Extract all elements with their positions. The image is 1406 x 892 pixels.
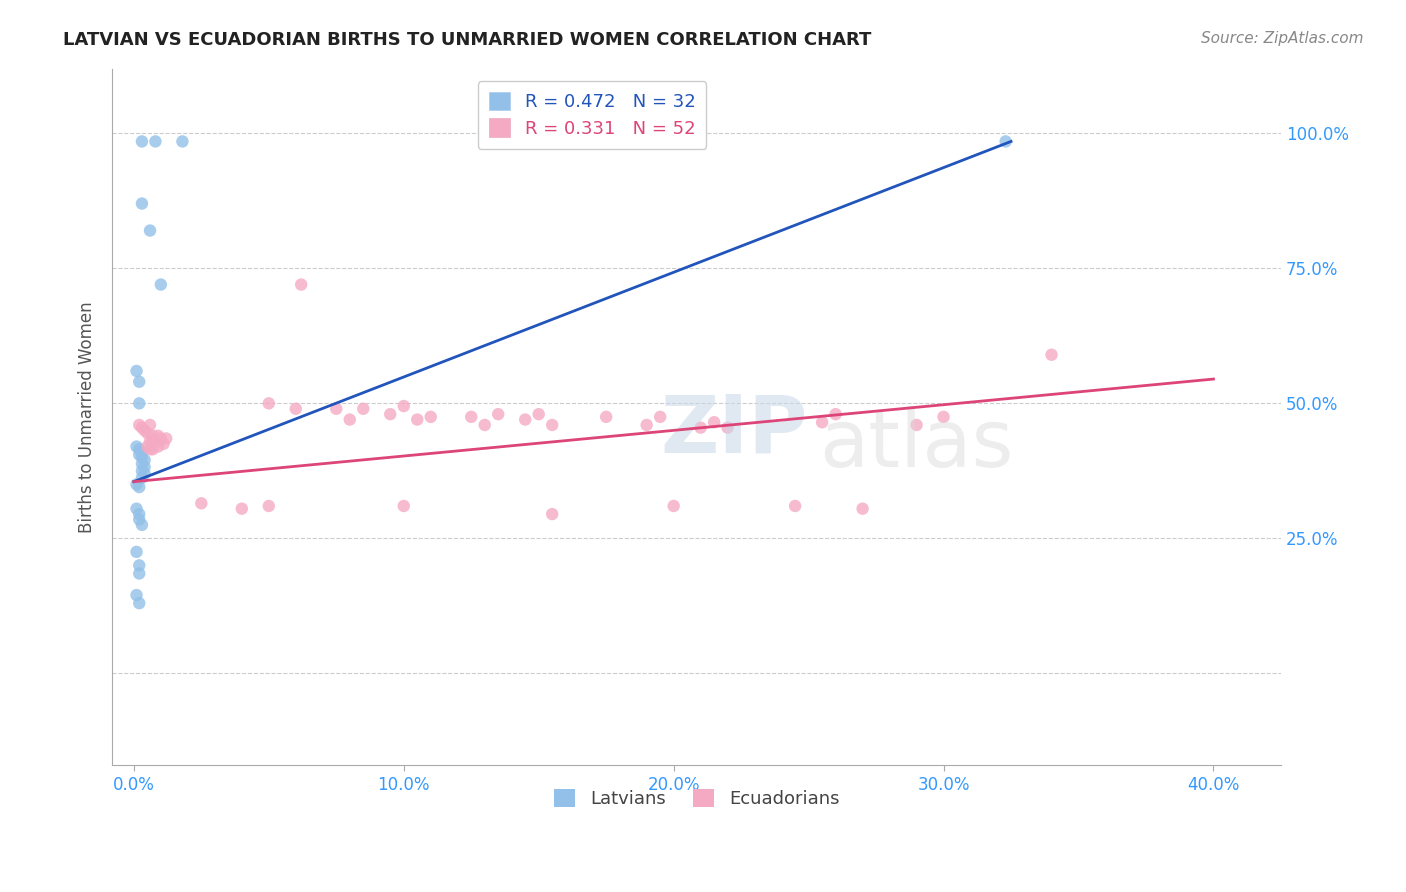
Point [932,409,955,424]
Point [134,467,156,481]
Point [541,417,564,432]
Point [662,499,685,513]
Text: atlas: atlas [820,406,1014,483]
Point [136,425,159,440]
Point [717,420,740,434]
Point [1040,348,1063,362]
Point [419,409,441,424]
Point [128,448,150,462]
Point [527,407,550,421]
Point [146,440,169,454]
Point [257,499,280,513]
Point [703,415,725,429]
Point [125,501,148,516]
Point [811,415,834,429]
Point [131,517,153,532]
Point [128,417,150,432]
Point [142,429,165,443]
Point [650,409,672,424]
Point [852,501,875,516]
Point [142,434,165,449]
Point [380,407,402,421]
Point [785,499,807,513]
Point [131,135,153,149]
Point [142,442,165,457]
Point [134,423,156,437]
Point [339,412,361,426]
Point [125,477,148,491]
Point [125,545,148,559]
Point [149,277,172,292]
Text: ZIP: ZIP [661,392,807,470]
Point [406,412,429,426]
Point [284,401,307,416]
Point [128,396,150,410]
Point [152,437,174,451]
Point [128,442,150,457]
Point [128,507,150,521]
Text: Source: ZipAtlas.com: Source: ZipAtlas.com [1201,31,1364,46]
Point [994,135,1017,149]
Point [636,417,658,432]
Point [541,507,564,521]
Point [139,223,162,237]
Point [352,401,374,416]
Point [486,407,509,421]
Point [145,135,167,149]
Point [231,501,253,516]
Y-axis label: Births to Unmarried Women: Births to Unmarried Women [79,301,96,533]
Point [155,432,177,446]
Point [325,401,347,416]
Point [134,460,156,475]
Point [139,434,162,449]
Point [128,558,150,573]
Point [128,566,150,581]
Point [595,409,617,424]
Point [257,396,280,410]
Point [131,450,153,465]
Point [392,399,415,413]
Point [131,445,153,459]
Point [139,417,162,432]
Point [128,596,150,610]
Point [131,464,153,478]
Point [131,471,153,485]
Point [146,429,169,443]
Point [290,277,312,292]
Point [128,375,150,389]
Point [125,440,148,454]
Legend: Latvians, Ecuadorians: Latvians, Ecuadorians [547,781,846,815]
Point [128,480,150,494]
Point [131,457,153,471]
Point [460,409,482,424]
Point [824,407,846,421]
Point [139,442,162,457]
Point [689,420,711,434]
Point [125,588,148,602]
Point [136,440,159,454]
Point [131,420,153,434]
Point [172,135,194,149]
Point [474,417,496,432]
Text: LATVIAN VS ECUADORIAN BIRTHS TO UNMARRIED WOMEN CORRELATION CHART: LATVIAN VS ECUADORIAN BIRTHS TO UNMARRIE… [63,31,872,49]
Point [128,512,150,526]
Point [125,364,148,378]
Point [134,453,156,467]
Point [905,417,928,432]
Point [190,496,212,510]
Point [515,412,537,426]
Point [149,432,172,446]
Point [145,434,167,449]
Point [131,196,153,211]
Point [392,499,415,513]
